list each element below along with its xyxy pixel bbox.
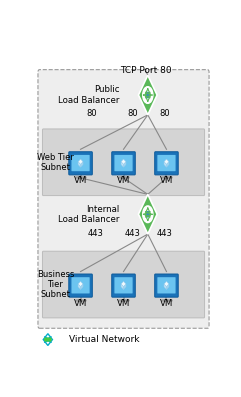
- Polygon shape: [167, 162, 169, 167]
- FancyBboxPatch shape: [71, 277, 90, 293]
- Polygon shape: [80, 162, 83, 167]
- Text: VM: VM: [160, 299, 173, 308]
- Polygon shape: [167, 284, 169, 289]
- FancyBboxPatch shape: [114, 155, 133, 171]
- Polygon shape: [164, 162, 167, 167]
- Text: Business
Tier
Subnet: Business Tier Subnet: [37, 270, 74, 299]
- Polygon shape: [78, 159, 83, 164]
- FancyBboxPatch shape: [38, 69, 209, 328]
- Polygon shape: [121, 284, 124, 289]
- Polygon shape: [80, 284, 83, 289]
- FancyBboxPatch shape: [71, 155, 90, 171]
- Polygon shape: [78, 162, 80, 167]
- Text: VM: VM: [117, 299, 130, 308]
- Polygon shape: [121, 159, 126, 164]
- Polygon shape: [121, 281, 126, 287]
- Circle shape: [143, 206, 153, 223]
- Polygon shape: [138, 75, 157, 115]
- Polygon shape: [164, 281, 169, 287]
- FancyBboxPatch shape: [157, 277, 176, 293]
- Text: 443: 443: [87, 229, 103, 238]
- FancyBboxPatch shape: [69, 152, 92, 175]
- Polygon shape: [138, 195, 157, 234]
- Text: 80: 80: [159, 109, 170, 118]
- Text: TCP Port 80: TCP Port 80: [120, 66, 172, 75]
- Circle shape: [146, 212, 149, 217]
- FancyBboxPatch shape: [157, 155, 176, 171]
- Text: VM: VM: [74, 299, 87, 308]
- Polygon shape: [121, 162, 124, 167]
- Text: Internal
Load Balancer: Internal Load Balancer: [58, 204, 120, 224]
- Text: 443: 443: [157, 229, 173, 238]
- Polygon shape: [78, 284, 80, 289]
- Polygon shape: [164, 159, 169, 164]
- Circle shape: [146, 93, 149, 98]
- Text: Public
Load Balancer: Public Load Balancer: [58, 85, 120, 105]
- Polygon shape: [78, 281, 83, 287]
- FancyBboxPatch shape: [112, 274, 135, 297]
- FancyBboxPatch shape: [42, 251, 205, 318]
- FancyBboxPatch shape: [69, 274, 92, 297]
- Polygon shape: [164, 284, 167, 289]
- Circle shape: [143, 87, 153, 103]
- Text: VM: VM: [160, 177, 173, 185]
- Text: Web Tier
Subnet: Web Tier Subnet: [37, 152, 74, 172]
- Circle shape: [49, 338, 51, 341]
- FancyBboxPatch shape: [155, 274, 178, 297]
- FancyBboxPatch shape: [112, 152, 135, 175]
- Circle shape: [45, 338, 47, 341]
- Text: Virtual Network: Virtual Network: [69, 335, 140, 344]
- Circle shape: [47, 338, 49, 341]
- FancyBboxPatch shape: [114, 277, 133, 293]
- Text: VM: VM: [74, 177, 87, 185]
- FancyBboxPatch shape: [42, 129, 205, 196]
- Polygon shape: [124, 284, 126, 289]
- Text: 443: 443: [125, 229, 141, 238]
- Text: 80: 80: [127, 109, 138, 118]
- Text: 80: 80: [87, 109, 97, 118]
- Text: VM: VM: [117, 177, 130, 185]
- FancyBboxPatch shape: [155, 152, 178, 175]
- Polygon shape: [124, 162, 126, 167]
